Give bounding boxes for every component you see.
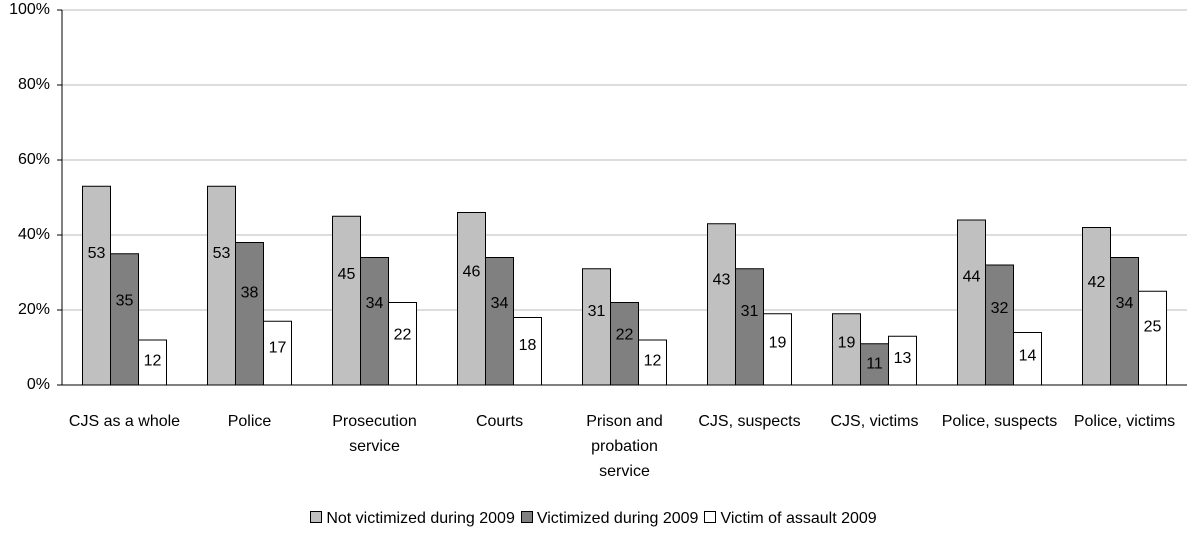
data-label: 42 — [1088, 274, 1106, 291]
legend-swatch — [520, 511, 533, 523]
legend-item: Not victimized during 2009 — [310, 510, 515, 528]
data-label: 12 — [644, 353, 662, 370]
y-tick-label: 100% — [9, 1, 50, 18]
bar — [457, 212, 486, 386]
x-tick-label: Prison and probation service — [586, 413, 663, 480]
data-label: 19 — [838, 334, 856, 351]
y-tick-label: 60% — [18, 151, 50, 168]
bar — [1082, 227, 1111, 386]
data-label: 32 — [991, 300, 1009, 317]
bar — [263, 320, 292, 386]
bar — [638, 339, 667, 386]
x-tick-label: Police, suspects — [941, 413, 1058, 430]
bar — [110, 253, 139, 386]
bar — [888, 335, 917, 386]
data-label: 34 — [1116, 295, 1134, 312]
data-label: 13 — [894, 350, 912, 367]
bar — [138, 339, 167, 386]
legend-label: Victim of assault 2009 — [720, 510, 877, 527]
data-label: 12 — [144, 353, 162, 370]
data-label: 34 — [491, 295, 509, 312]
bar — [485, 257, 514, 386]
x-tick-label: CJS as a whole — [68, 413, 181, 430]
y-tick-label: 40% — [18, 226, 50, 243]
bar — [1013, 332, 1042, 386]
bar — [1138, 290, 1167, 386]
data-label: 22 — [394, 326, 412, 343]
data-label: 31 — [588, 303, 606, 320]
data-label: 11 — [866, 355, 883, 372]
data-label: 43 — [713, 271, 731, 288]
bar — [388, 302, 417, 386]
bar — [1110, 257, 1139, 386]
bar — [957, 219, 986, 386]
data-label: 46 — [463, 263, 481, 280]
bar — [332, 215, 361, 386]
data-label: 44 — [963, 269, 981, 286]
bar — [513, 317, 542, 386]
legend: Not victimized during 2009 Victimized dur… — [0, 510, 1187, 528]
bar — [82, 185, 111, 386]
legend-item: Victimized during 2009 — [520, 510, 699, 528]
x-tick-label: Police, victims — [1073, 413, 1176, 430]
y-tick-label: 0% — [27, 376, 50, 393]
data-label: 25 — [1144, 319, 1162, 336]
legend-item: Victim of assault 2009 — [704, 510, 877, 528]
data-label: 14 — [1019, 347, 1037, 364]
data-label: 53 — [88, 245, 106, 262]
legend-label: Victimized during 2009 — [536, 510, 699, 527]
bar — [610, 302, 639, 386]
bar — [985, 264, 1014, 386]
legend-swatch — [704, 511, 717, 523]
bar — [735, 268, 764, 386]
data-label: 53 — [213, 245, 231, 262]
bar — [360, 257, 389, 386]
data-label: 45 — [338, 266, 356, 283]
bar — [707, 223, 736, 386]
x-tick-label: Prosecution service — [332, 413, 417, 455]
data-label: 17 — [269, 340, 287, 357]
x-tick-label: Police — [227, 413, 272, 430]
y-tick-label: 80% — [18, 76, 50, 93]
bar — [763, 313, 792, 386]
bar — [235, 242, 264, 386]
data-label: 38 — [241, 284, 259, 301]
legend-label: Not victimized during 2009 — [326, 510, 515, 527]
x-tick-label: CJS, suspects — [698, 413, 801, 430]
x-tick-label: CJS, victims — [830, 413, 919, 430]
data-label: 31 — [741, 303, 759, 320]
data-label: 34 — [366, 295, 384, 312]
data-label: 18 — [519, 337, 537, 354]
legend-swatch — [310, 511, 323, 523]
bar — [582, 268, 611, 386]
x-tick-label: Courts — [475, 413, 524, 430]
data-label: 22 — [616, 326, 634, 343]
data-label: 35 — [116, 292, 134, 309]
y-tick-label: 20% — [18, 301, 50, 318]
bar — [207, 185, 236, 386]
data-label: 19 — [769, 334, 787, 351]
